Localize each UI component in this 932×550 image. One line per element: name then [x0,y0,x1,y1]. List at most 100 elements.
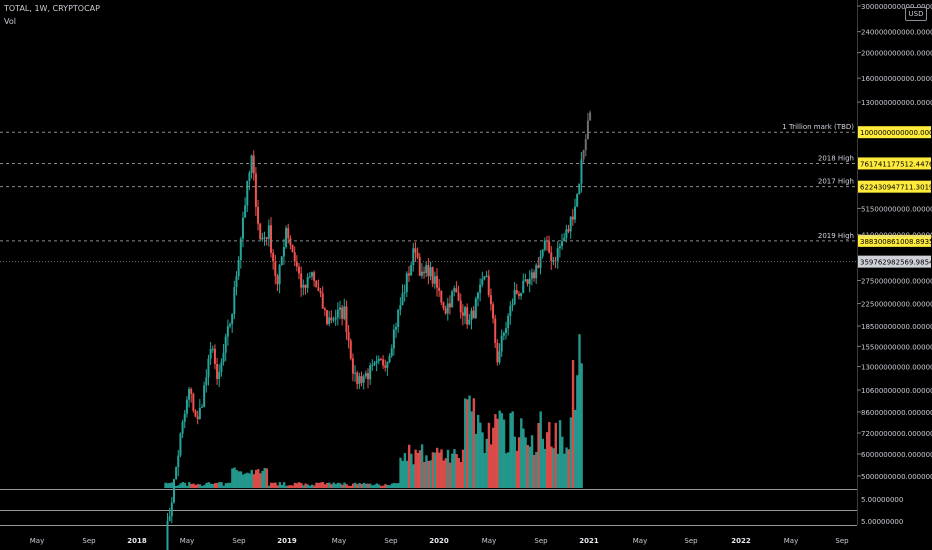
volume-bar [507,452,510,488]
volume-bar [446,449,450,488]
candle-body [429,267,432,277]
candle-body [496,342,499,363]
candle-body [541,249,544,257]
volume-bar [371,485,374,488]
candle-body [235,276,238,288]
volume-bar [375,483,379,488]
volume-axis-label: 7200000000.00000000 [861,430,932,438]
candle-body [423,271,426,273]
volume-bar [341,484,344,488]
price-axis[interactable]: 300000000000.00000000 240000000000.000000… [857,3,932,526]
volume-bar [360,484,363,488]
horizontal-level-value: 388300861008.89358336 [860,238,932,246]
indicator-axis-label: 5.00000000 [861,496,903,504]
volume-bar [554,422,557,488]
time-axis-label: Sep [232,537,246,545]
volume-bar [541,438,545,488]
volume-bar [298,482,301,488]
candle-body [313,272,316,281]
volume-bar [386,484,389,488]
horizontal-level-label: 2019 High [818,232,854,240]
volume-bar [358,482,361,488]
volume-bar [334,484,338,488]
price-candles [166,110,592,550]
horizontal-level-value: 622430947711.30195712 [860,184,932,192]
volume-bar [293,482,297,488]
volume-bar [205,482,208,488]
candle-body [222,352,225,363]
volume-bar [304,483,307,488]
volume-bar [438,452,441,488]
time-axis[interactable]: May Sep 2018 May Sep 2019 May Sep 2020 May Sep 2021… [30,537,849,545]
price-axis-label: 15500000000.00000000 [861,343,932,351]
candle-body [425,265,428,273]
price-axis-label: 130000000000.00000000 [861,99,932,107]
candle-body [567,229,570,232]
volume-bar [347,485,351,488]
currency-button[interactable]: USD [905,7,927,21]
candle-body [489,295,492,305]
time-axis-label: Sep [534,537,548,545]
volume-bar [332,482,335,488]
candle-body [326,310,329,324]
horizontal-levels[interactable]: 1 Trillion mark (TBD) 1000000000000.00000… [0,123,932,268]
volume-bar [351,483,355,488]
volume-bar [222,485,225,488]
candle-body [457,292,460,301]
volume-bar [164,482,167,488]
volume-bar [226,482,230,488]
volume-bar [496,418,499,488]
volume-bar [448,462,452,488]
volume-bar [367,483,370,488]
candle-body [233,287,236,315]
candle-body [522,280,525,293]
horizontal-level-value: 1000000000000.00000000 [860,129,932,137]
candle-body [442,302,445,309]
volume-bar [565,447,568,488]
volume-bar [338,483,342,488]
volume-bar [420,444,424,488]
volume-bar [535,451,538,488]
volume-bar [244,473,247,488]
candle-body [461,312,464,316]
candle-body [392,329,395,349]
volume-bar [218,482,221,488]
volume-bar [313,485,316,488]
price-axis-label: 22500000000.00000000 [861,301,932,309]
candle-body [412,248,415,266]
price-axis-label: 51500000000.00000000 [861,205,932,213]
volume-bar [571,360,575,488]
candle-body [451,291,454,308]
candle-body [455,288,458,293]
candle-body [248,172,251,181]
volume-bar [196,484,200,488]
candle-body [528,278,531,284]
volume-bar [464,398,467,488]
volume-bar [261,470,264,488]
candle-body [226,326,229,337]
volume-indicator-label[interactable]: Vol [4,17,16,26]
candle-body [498,351,501,363]
last-price-value-bg [858,255,931,268]
volume-bar [492,427,495,488]
volume-bar [233,467,236,488]
candle-body [190,388,193,394]
price-axis-label: 41000000000.00000000 [861,232,932,240]
candle-body [231,314,234,325]
volume-bar [364,483,368,488]
candle-body [310,272,313,277]
indicator-axis-label: 5.00000000 [861,518,903,526]
time-axis-label: 2019 [277,537,297,545]
candle-body [332,319,335,321]
volume-bar [300,483,303,488]
candle-body [274,261,277,276]
volume-bar [533,454,536,488]
volume-bar [373,484,376,488]
candle-body [334,317,337,320]
candle-body [377,358,380,362]
candle-body [207,358,210,378]
time-axis-label: 2020 [429,537,449,545]
candle-body [347,332,350,341]
time-axis-label: 2022 [731,537,751,545]
